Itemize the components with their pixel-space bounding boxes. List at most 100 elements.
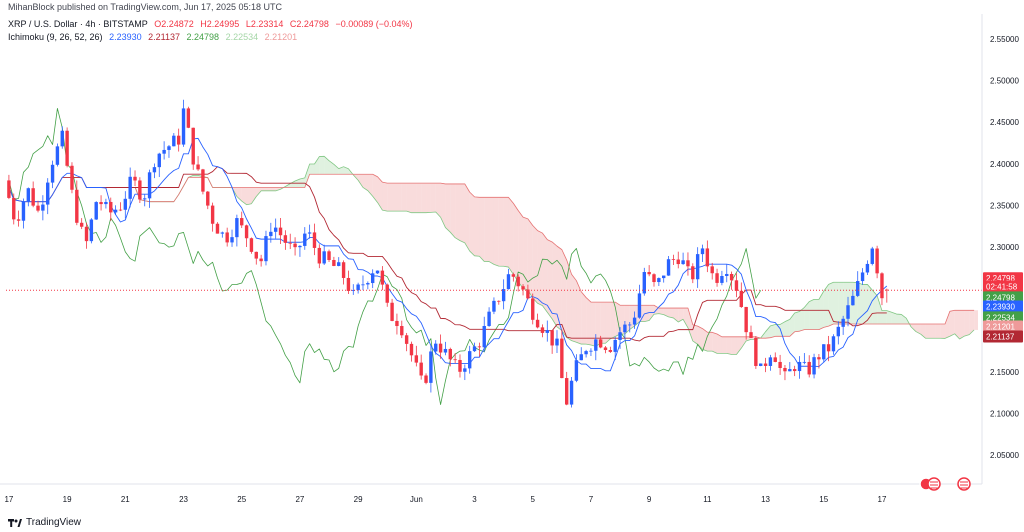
candle-body [477, 346, 482, 348]
cloud-segment [629, 305, 635, 330]
candle-body [370, 273, 375, 284]
candle [259, 254, 263, 267]
candle [278, 217, 283, 245]
candle-body [506, 274, 511, 290]
candle [448, 347, 452, 367]
time-tick-label: 27 [295, 495, 304, 504]
candle [739, 282, 744, 308]
candle-body [424, 375, 428, 383]
candle-body [797, 361, 802, 372]
cloud-segment [838, 282, 844, 325]
cloud-segment [319, 156, 325, 175]
candle [846, 296, 850, 327]
cloud-segment [426, 183, 431, 213]
cloud-segment [809, 299, 815, 330]
candle [662, 275, 666, 283]
cloud-segment [765, 325, 771, 339]
candle-body [497, 300, 501, 302]
candle-body [113, 209, 118, 213]
candle-body [768, 357, 773, 366]
candle [424, 373, 428, 385]
candle-body [235, 218, 239, 238]
cloud-segment [329, 160, 334, 175]
cloud-segment [678, 308, 684, 322]
candle [293, 237, 297, 256]
candle [385, 283, 389, 307]
candle-body [31, 188, 35, 206]
candle [55, 143, 60, 167]
event-flag-icon[interactable] [927, 477, 941, 491]
candle-body [666, 259, 671, 276]
candle-body [79, 222, 84, 227]
candle [31, 181, 35, 208]
cloud-segment [498, 197, 504, 267]
time-tick-label: 7 [589, 495, 594, 504]
price-tick-label: 2.30000 [990, 243, 1019, 252]
price-tag-bg [983, 330, 1023, 343]
cloud-segment [338, 166, 344, 175]
candle [545, 320, 549, 342]
candle-body [210, 205, 215, 224]
candle-body [191, 127, 195, 165]
candle [754, 336, 758, 369]
time-axis[interactable]: 17 19 21 23 25 27 29 Jun 3 5 7 9 11 13 15 17 [4, 495, 887, 504]
cloud-segment [382, 182, 388, 212]
cloud-segment [396, 183, 402, 212]
candle [351, 284, 355, 295]
candle [60, 126, 64, 149]
candle [337, 257, 341, 267]
candle [41, 195, 45, 221]
time-tick-label: 23 [179, 495, 188, 504]
price-tag-label: 2.23930 [986, 302, 1015, 311]
candle [79, 218, 84, 230]
candle [598, 335, 603, 349]
price-tag: 2.21201 [983, 320, 1023, 333]
price-axis[interactable]: 2.55000 2.50000 2.45000 2.40000 2.35000 2.300… [990, 35, 1019, 460]
candle [613, 336, 617, 361]
candle [671, 254, 676, 266]
tradingview-brand[interactable]: TradingView [8, 517, 81, 528]
candle [94, 201, 98, 220]
cloud-segment [683, 308, 688, 328]
cloud-segment [547, 239, 553, 319]
cloud-segment [421, 183, 427, 213]
candle [841, 315, 845, 335]
ichimoku-lagging-value: 2.24798 [186, 32, 220, 42]
candle [16, 210, 21, 227]
candle-body [856, 281, 860, 296]
candle-body [720, 276, 724, 283]
candle [7, 174, 11, 200]
candle-body [686, 260, 690, 267]
cloud-segment [411, 183, 417, 213]
candle [579, 347, 583, 361]
candle-body [826, 344, 831, 352]
event-flags[interactable] [919, 477, 971, 491]
candle-body [652, 274, 656, 283]
candle [99, 195, 103, 211]
candle-body [632, 317, 637, 325]
candle [186, 106, 191, 129]
candle [104, 198, 108, 209]
candle-body [273, 227, 278, 232]
candle [191, 127, 195, 170]
cloud-segment [814, 299, 819, 330]
time-tick-label: 3 [472, 495, 477, 504]
candle [589, 348, 593, 357]
cloud-segment [527, 218, 533, 299]
candle-body [196, 164, 200, 170]
candle [467, 345, 472, 374]
candle-body [385, 284, 389, 303]
candle-body [865, 263, 870, 273]
candle [50, 160, 55, 189]
candle-body [75, 189, 79, 223]
price-tag: 2.21137 [983, 330, 1023, 343]
price-tag-bg [983, 311, 1023, 324]
cloud-segment [828, 282, 834, 327]
symbol-title[interactable]: XRP / U.S. Dollar · 4h · BITSTAMP [8, 19, 148, 29]
candle [744, 306, 748, 340]
event-flag-icon[interactable] [957, 477, 971, 491]
ichimoku-title[interactable]: Ichimoku (9, 26, 52, 26) [8, 32, 103, 42]
candle-body [841, 318, 845, 327]
candle [225, 227, 229, 247]
